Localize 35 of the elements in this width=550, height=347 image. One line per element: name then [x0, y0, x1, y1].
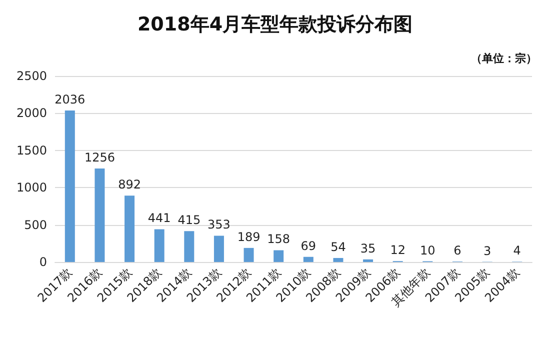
- y-tick-label: 2000: [16, 106, 47, 120]
- bar: [363, 259, 374, 262]
- data-label: 3: [483, 244, 492, 258]
- data-label: 158: [267, 232, 290, 246]
- data-label: 1256: [84, 150, 115, 165]
- bar: [244, 248, 254, 262]
- chart-title: 2018年4月车型年款投诉分布图: [137, 14, 413, 36]
- data-label: 12: [390, 243, 406, 258]
- bar: [184, 231, 194, 262]
- y-tick-label: 1500: [16, 143, 47, 158]
- data-label: 415: [178, 213, 201, 228]
- chart-subtitle: （单位：宗）: [471, 52, 537, 65]
- bar: [333, 258, 344, 262]
- data-label: 2036: [54, 92, 86, 107]
- data-label: 189: [237, 230, 260, 244]
- y-tick-label: 2500: [16, 69, 47, 83]
- data-label: 892: [118, 178, 141, 192]
- bar: [303, 256, 314, 262]
- data-label: 441: [148, 211, 171, 226]
- data-label: 35: [360, 241, 376, 256]
- bar: [274, 250, 284, 262]
- data-label: 353: [208, 218, 230, 232]
- bar: [214, 236, 224, 262]
- y-tick-label: 500: [24, 218, 47, 232]
- bar: [64, 110, 75, 262]
- bar: [154, 229, 164, 262]
- bar: [124, 196, 135, 262]
- data-label: 54: [330, 240, 346, 254]
- data-label: 69: [300, 238, 316, 253]
- bar: [94, 168, 105, 262]
- data-label: 10: [420, 243, 436, 258]
- y-tick-label: 1000: [16, 180, 47, 195]
- data-label: 6: [454, 244, 462, 258]
- data-label: 4: [513, 244, 521, 258]
- y-tick-label: 0: [39, 255, 47, 269]
